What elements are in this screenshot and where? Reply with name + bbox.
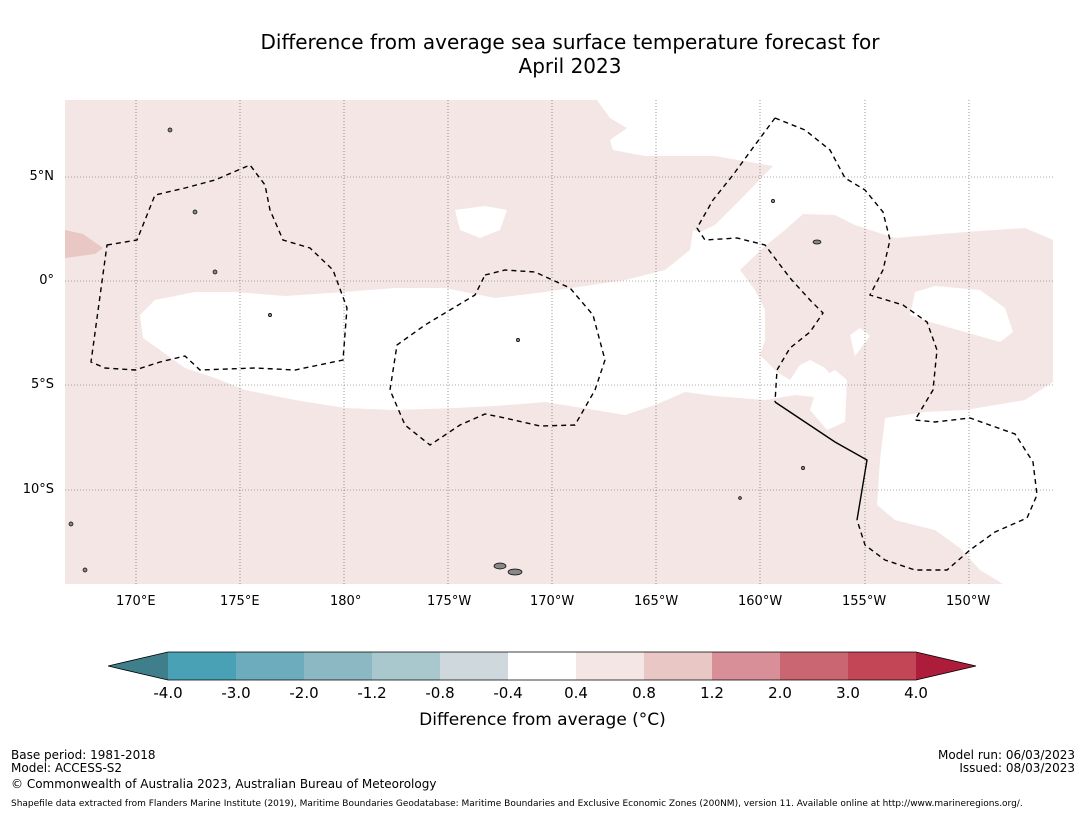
island-2 (192, 209, 198, 215)
lon-label-160W: 160°W (738, 594, 783, 609)
colorbar-segment-3 (304, 652, 372, 680)
lon-label-175E: 175°E (220, 594, 260, 609)
sst-anomaly-map (65, 100, 1053, 584)
colorbar-segment-4 (372, 652, 440, 680)
island-1 (167, 127, 173, 133)
neutral-region-small-1 (455, 206, 507, 238)
island-9 (68, 521, 74, 527)
island-8 (738, 496, 742, 500)
solid-boundary-segment (774, 401, 868, 521)
eez-boundary-tuvalu-kiribati (90, 164, 348, 371)
neutral-region-small-3 (810, 370, 847, 430)
lon-label-170E: 170°E (116, 594, 156, 609)
lat-label-10S: 10°S (22, 482, 54, 497)
colorbar-segment-1 (168, 652, 236, 680)
colorbar-tick-6: 0.4 (564, 684, 588, 702)
island-3 (212, 269, 218, 275)
chart-title-line1: Difference from average sea surface temp… (260, 30, 880, 54)
colorbar-segment-7 (576, 652, 644, 680)
base-period: Base period: 1981-2018 (11, 748, 156, 762)
neutral-region-small-2 (850, 328, 870, 356)
neutral-region-north (597, 100, 1053, 246)
colorbar-segment-11 (848, 652, 916, 680)
model-run: Model run: 06/03/2023 (937, 748, 1075, 762)
colorbar-segment-5 (440, 652, 508, 680)
chart-title-line2: April 2023 (518, 54, 622, 78)
colorbar-segment-10 (780, 652, 848, 680)
eez-boundary-line-north (774, 117, 1038, 571)
colorbar-title: Difference from average (°C) (419, 710, 666, 730)
lon-label-175W: 175°W (427, 594, 472, 609)
colorbar-tick-1: -3.0 (221, 684, 251, 702)
lat-label-5N: 5°N (29, 169, 55, 184)
copyright: © Commonwealth of Australia 2023, Austra… (11, 777, 437, 791)
colorbar-tick-10: 3.0 (836, 684, 860, 702)
shapefile-credit: Shapefile data extracted from Flanders M… (11, 799, 1023, 809)
model-name: Model: ACCESS-S2 (11, 761, 123, 775)
neutral-region-southeast (877, 382, 1053, 584)
island-samoa-1 (493, 562, 507, 570)
chart-title: Difference from average sea surface temp… (0, 30, 1085, 78)
island-5 (516, 338, 520, 342)
neutral-region-central (140, 230, 845, 415)
eez-boundaries (90, 117, 1038, 571)
island-east (812, 239, 822, 245)
colorbar-segment-6 (508, 652, 576, 680)
island-6 (771, 199, 775, 203)
lon-label-180: 180° (330, 594, 362, 609)
neutral-region-east (910, 286, 1013, 342)
colorbar-tick-2: -2.0 (289, 684, 319, 702)
colorbar-extend-high (916, 652, 976, 680)
colorbar-tick-9: 2.0 (768, 684, 792, 702)
colorbar-segment-8 (644, 652, 712, 680)
colorbar-tick-11: 4.0 (904, 684, 928, 702)
colorbar-tick-0: -4.0 (153, 684, 183, 702)
colorbar-segment-9 (712, 652, 780, 680)
colorbar-tick-7: 0.8 (632, 684, 656, 702)
lon-label-170W: 170°W (530, 594, 575, 609)
eez-boundary-phoenix (389, 269, 606, 446)
colorbar-segment-2 (236, 652, 304, 680)
islands (68, 127, 822, 576)
colorbar-outline (107, 651, 977, 681)
island-10 (82, 567, 88, 573)
lon-label-155W: 155°W (842, 594, 887, 609)
colorbar (107, 650, 978, 682)
colorbar-extend-low (108, 652, 168, 680)
eez-boundary-line-central (696, 117, 824, 403)
anomaly-region-0.8-1.2 (65, 230, 103, 258)
colorbar-tick-3: -1.2 (357, 684, 387, 702)
island-samoa-2 (507, 568, 523, 576)
colorbar-tick-5: -0.4 (493, 684, 523, 702)
colorbar-tick-4: -0.8 (425, 684, 455, 702)
colorbar-tick-8: 1.2 (700, 684, 724, 702)
lat-label-0: 0° (39, 273, 54, 288)
lon-label-165W: 165°W (634, 594, 679, 609)
lon-label-150W: 150°W (946, 594, 991, 609)
island-7 (801, 466, 805, 470)
issued-date: Issued: 08/03/2023 (959, 761, 1075, 775)
lat-label-5S: 5°S (30, 377, 54, 392)
island-4 (268, 313, 272, 317)
